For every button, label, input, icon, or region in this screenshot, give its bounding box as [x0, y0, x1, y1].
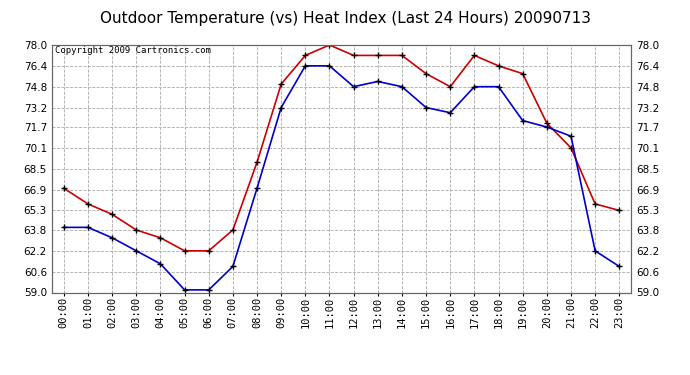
Text: Outdoor Temperature (vs) Heat Index (Last 24 Hours) 20090713: Outdoor Temperature (vs) Heat Index (Las… — [99, 11, 591, 26]
Text: Copyright 2009 Cartronics.com: Copyright 2009 Cartronics.com — [55, 46, 210, 55]
